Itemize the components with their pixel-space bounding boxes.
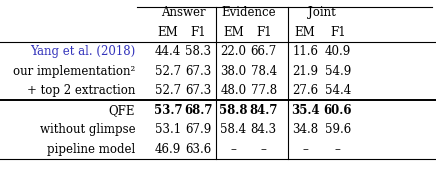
Text: 22.0: 22.0 bbox=[220, 45, 246, 58]
Text: 67.3: 67.3 bbox=[185, 65, 211, 78]
Text: without glimpse: without glimpse bbox=[40, 123, 135, 136]
Text: 54.4: 54.4 bbox=[325, 84, 351, 97]
Text: Yang et al. (2018): Yang et al. (2018) bbox=[30, 45, 135, 58]
Text: 78.4: 78.4 bbox=[251, 65, 277, 78]
Text: 34.8: 34.8 bbox=[292, 123, 318, 136]
Text: F1: F1 bbox=[191, 26, 206, 39]
Text: 58.8: 58.8 bbox=[219, 104, 248, 117]
Text: pipeline model: pipeline model bbox=[47, 143, 135, 156]
Text: 67.9: 67.9 bbox=[185, 123, 211, 136]
Text: 40.9: 40.9 bbox=[325, 45, 351, 58]
Text: EM: EM bbox=[157, 26, 178, 39]
Text: 27.6: 27.6 bbox=[292, 84, 318, 97]
Text: + top 2 extraction: + top 2 extraction bbox=[27, 84, 135, 97]
Text: 77.8: 77.8 bbox=[251, 84, 277, 97]
Text: 44.4: 44.4 bbox=[155, 45, 181, 58]
Text: 68.7: 68.7 bbox=[184, 104, 213, 117]
Text: 52.7: 52.7 bbox=[155, 65, 181, 78]
Text: QFE: QFE bbox=[109, 104, 135, 117]
Text: Joint: Joint bbox=[308, 6, 335, 19]
Text: 84.3: 84.3 bbox=[251, 123, 277, 136]
Text: 59.6: 59.6 bbox=[325, 123, 351, 136]
Text: 46.9: 46.9 bbox=[155, 143, 181, 156]
Text: –: – bbox=[261, 143, 267, 156]
Text: 60.6: 60.6 bbox=[324, 104, 352, 117]
Text: Evidence: Evidence bbox=[221, 6, 276, 19]
Text: 11.6: 11.6 bbox=[292, 45, 318, 58]
Text: 58.3: 58.3 bbox=[185, 45, 211, 58]
Text: –: – bbox=[230, 143, 236, 156]
Text: F1: F1 bbox=[256, 26, 272, 39]
Text: –: – bbox=[302, 143, 308, 156]
Text: 52.7: 52.7 bbox=[155, 84, 181, 97]
Text: 38.0: 38.0 bbox=[220, 65, 246, 78]
Text: Answer: Answer bbox=[161, 6, 205, 19]
Text: –: – bbox=[335, 143, 341, 156]
Text: 63.6: 63.6 bbox=[185, 143, 211, 156]
Text: 67.3: 67.3 bbox=[185, 84, 211, 97]
Text: 53.1: 53.1 bbox=[155, 123, 181, 136]
Text: 66.7: 66.7 bbox=[251, 45, 277, 58]
Text: 21.9: 21.9 bbox=[292, 65, 318, 78]
Text: EM: EM bbox=[295, 26, 316, 39]
Text: 54.9: 54.9 bbox=[325, 65, 351, 78]
Text: F1: F1 bbox=[330, 26, 346, 39]
Text: EM: EM bbox=[223, 26, 244, 39]
Text: 53.7: 53.7 bbox=[153, 104, 182, 117]
Text: 58.4: 58.4 bbox=[220, 123, 246, 136]
Text: our implementation²: our implementation² bbox=[13, 65, 135, 78]
Text: 84.7: 84.7 bbox=[249, 104, 278, 117]
Text: 48.0: 48.0 bbox=[220, 84, 246, 97]
Text: 35.4: 35.4 bbox=[291, 104, 320, 117]
